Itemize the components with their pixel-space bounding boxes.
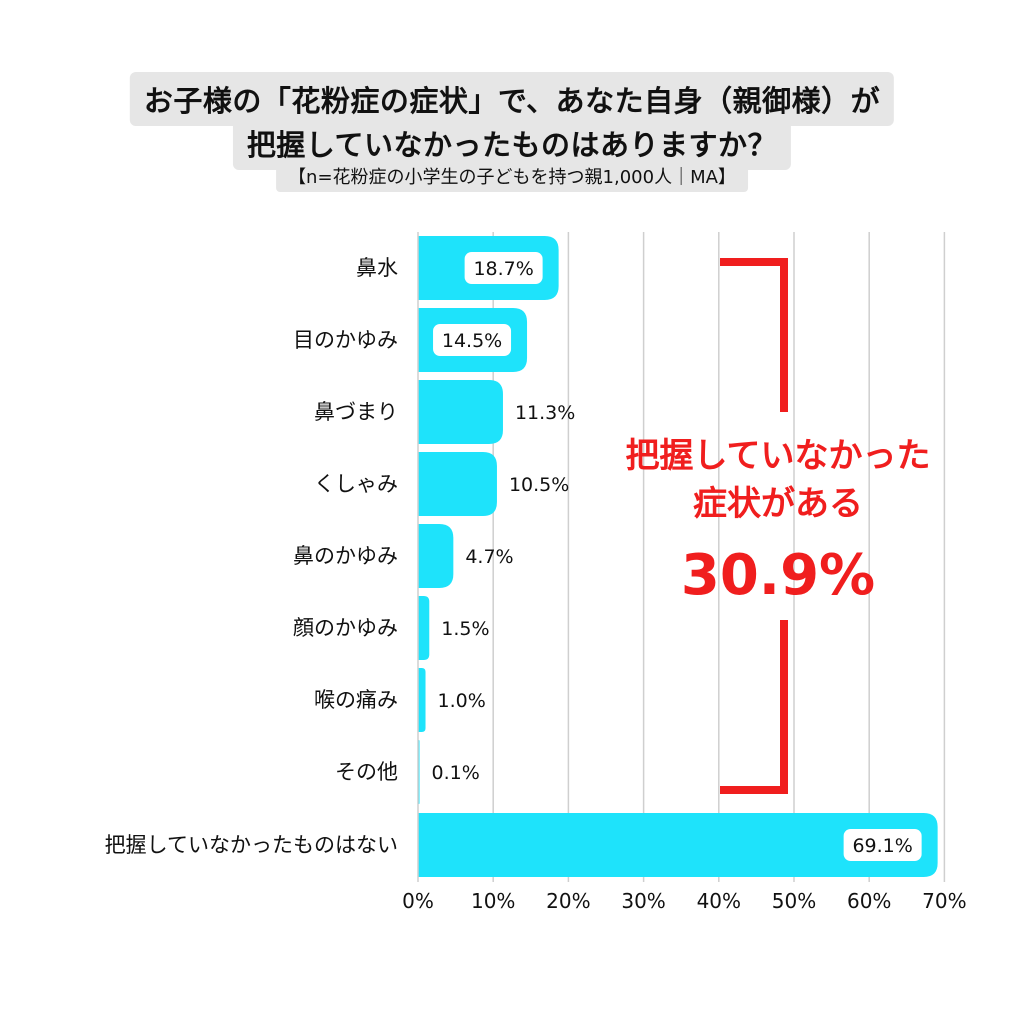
chart-subtitle: 【n=花粉症の小学生の子どもを持つ親1,000人｜MA】 [276,160,748,192]
callout-value: 30.9% [680,543,876,608]
bar [418,524,454,588]
bar [418,668,426,732]
value-label: 1.5% [441,618,489,640]
category-label: 目のかゆみ [293,328,398,352]
value-label: 11.3% [515,402,575,424]
bar [418,596,430,660]
category-label: 顔のかゆみ [293,616,398,640]
value-label: 14.5% [442,330,502,352]
value-label: 1.0% [438,690,486,712]
value-label-box [433,324,512,356]
category-label: 鼻水 [356,256,398,280]
value-label: 10.5% [509,474,569,496]
category-label: くしゃみ [314,472,398,496]
x-tick-label: 50% [772,889,816,913]
callout-line-2: 症状がある [693,484,863,524]
callout-bracket [720,258,788,794]
bar [418,813,938,877]
category-label: 把握していなかったものはない [105,833,398,857]
value-label: 18.7% [473,258,533,280]
x-tick-label: 10% [471,889,515,913]
bar [418,380,503,444]
category-label: 喉の痛み [314,688,398,712]
x-tick-label: 0% [402,889,434,913]
value-label-box [464,252,543,284]
category-label: 鼻づまり [314,400,398,424]
x-tick-label: 20% [546,889,590,913]
value-label-box [843,829,922,861]
x-tick-label: 70% [922,889,966,913]
callout: 把握していなかった 症状がある 30.9% [600,432,956,618]
x-tick-label: 30% [621,889,665,913]
bar [418,452,497,516]
callout-line-1: 把握していなかった [625,436,931,476]
value-label: 4.7% [465,546,513,568]
value-label: 0.1% [432,762,480,784]
category-label: その他 [335,760,398,784]
value-label: 69.1% [852,835,912,857]
category-label: 鼻のかゆみ [293,544,398,568]
x-tick-label: 60% [847,889,891,913]
x-tick-label: 40% [697,889,741,913]
